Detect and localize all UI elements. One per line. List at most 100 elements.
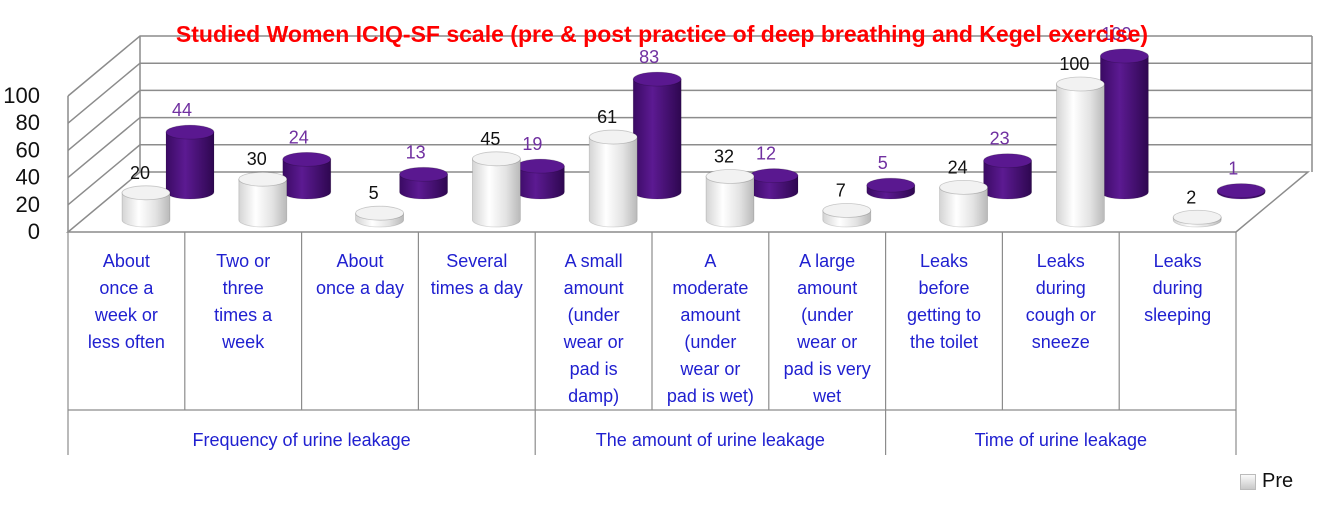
bar-post-body bbox=[632, 78, 682, 200]
x-tick-label-line: About bbox=[336, 251, 384, 271]
y-tick-label: 20 bbox=[16, 192, 40, 217]
x-group-label: Frequency of urine leakage bbox=[192, 430, 411, 450]
data-label-post: 5 bbox=[878, 153, 888, 173]
bar-post-top bbox=[749, 168, 799, 184]
x-tick-label-line: wet bbox=[813, 386, 842, 406]
bar-pre-top bbox=[121, 185, 171, 201]
x-tick-label: Leaks during sleeping bbox=[1122, 248, 1234, 329]
bar-post bbox=[1216, 183, 1266, 200]
bar-pre-top bbox=[471, 151, 521, 167]
bar-post-top bbox=[516, 158, 565, 174]
x-tick-label-line: less often bbox=[87, 332, 165, 352]
data-label-post: 83 bbox=[639, 47, 659, 67]
x-tick-label: Two or three times a week bbox=[187, 248, 299, 356]
data-label-pre: 45 bbox=[480, 129, 500, 149]
bar-pre-top bbox=[1056, 76, 1105, 92]
bar-post-top bbox=[1100, 48, 1149, 64]
x-group-label: Time of urine leakage bbox=[974, 430, 1147, 450]
x-tick-label-line: times a day bbox=[430, 278, 523, 298]
x-tick-label-line: damp) bbox=[568, 386, 620, 406]
bar-pre-top bbox=[588, 129, 638, 145]
x-tick-label-line: Several bbox=[446, 251, 508, 271]
legend: Pre bbox=[1240, 470, 1293, 493]
y-tick-label: 40 bbox=[16, 165, 40, 190]
x-tick-label-line: (under bbox=[684, 332, 737, 352]
bar-pre-body bbox=[121, 192, 171, 228]
bar-pre-body bbox=[588, 136, 638, 228]
bar-post-top bbox=[632, 71, 682, 87]
bar-post-body bbox=[165, 131, 215, 200]
chart-title: Studied Women ICIQ-SF scale (pre & post … bbox=[176, 21, 1148, 47]
bar-pre bbox=[1056, 76, 1105, 228]
x-tick-label-line: Leaks bbox=[1036, 251, 1085, 271]
bar-pre-body bbox=[472, 158, 521, 228]
bar-pre bbox=[588, 129, 638, 228]
legend-swatch-pre bbox=[1240, 473, 1256, 490]
x-tick-label-line: (under bbox=[567, 305, 620, 325]
bar-post bbox=[165, 124, 215, 200]
x-tick-label-line: once a day bbox=[315, 278, 405, 298]
bar-post bbox=[399, 166, 449, 200]
x-tick-label-line: moderate bbox=[672, 278, 749, 298]
data-label-pre: 30 bbox=[247, 149, 267, 169]
x-tick-label-line: A bbox=[704, 251, 717, 271]
x-tick-label-line: getting to bbox=[906, 305, 982, 325]
bar-pre-top bbox=[355, 205, 405, 221]
data-label-post: 12 bbox=[756, 144, 776, 164]
x-tick-label-line: cough or bbox=[1025, 305, 1096, 325]
bar-post bbox=[983, 153, 1032, 200]
bar-pre-body bbox=[1056, 83, 1105, 228]
bar-pre-top bbox=[939, 179, 988, 195]
bar-post-top bbox=[399, 166, 449, 182]
x-tick-label: Leaks during cough or sneeze bbox=[1005, 248, 1117, 356]
x-tick-label-line: during bbox=[1152, 278, 1203, 298]
bar-post-top bbox=[165, 124, 215, 140]
x-tick-label: About once a week or less often bbox=[70, 248, 182, 356]
x-tick-label-line: sleeping bbox=[1144, 305, 1212, 325]
x-tick-label-line: pad is wet) bbox=[666, 386, 754, 406]
y-tick-label: 100 bbox=[3, 83, 40, 108]
x-tick-label-line: Leaks bbox=[919, 251, 969, 271]
x-tick-label-line: Leaks bbox=[1153, 251, 1202, 271]
bar-post bbox=[866, 177, 916, 200]
x-tick-label: About once a day bbox=[304, 248, 416, 302]
x-tick-label-line: during bbox=[1035, 278, 1086, 298]
gridlines bbox=[67, 35, 1313, 206]
bar-post-body bbox=[399, 173, 448, 200]
bar-pre bbox=[471, 151, 521, 228]
x-tick-label-line: sneeze bbox=[1031, 332, 1090, 352]
data-label-pre: 2 bbox=[1186, 187, 1196, 207]
bar-pre-body bbox=[238, 178, 288, 228]
x-group-label: The amount of urine leakage bbox=[595, 430, 825, 450]
data-label-post: 23 bbox=[990, 129, 1010, 149]
data-label-pre: 5 bbox=[369, 183, 379, 203]
x-tick-label: Several times a day bbox=[421, 248, 533, 302]
data-label-post: 13 bbox=[406, 142, 426, 162]
legend-label-pre: Pre bbox=[1262, 470, 1294, 492]
bar-pre bbox=[1172, 209, 1222, 228]
y-tick-label: 60 bbox=[16, 137, 40, 162]
bar-pre-body bbox=[705, 176, 755, 228]
x-tick-label-line: amount bbox=[797, 278, 858, 298]
bar-pre-top bbox=[822, 203, 872, 218]
bar-pre-top bbox=[705, 169, 755, 184]
x-tick-label-line: pad is bbox=[569, 359, 618, 379]
x-tick-label-line: wear or bbox=[680, 359, 741, 379]
data-label-pre: 61 bbox=[597, 107, 617, 127]
y-tick-label: 80 bbox=[16, 110, 40, 135]
x-tick-label-line: before bbox=[918, 278, 970, 298]
bar-pre bbox=[355, 205, 405, 228]
x-tick-label-line: week bbox=[222, 332, 265, 352]
x-tick-label-line: amount bbox=[563, 278, 624, 298]
bar-pre-top bbox=[238, 171, 288, 187]
bar-post-body bbox=[1100, 55, 1149, 200]
data-label-pre: 24 bbox=[948, 157, 968, 177]
data-label-post: 100 bbox=[1101, 24, 1131, 44]
x-tick-label-line: times a bbox=[214, 305, 273, 325]
data-label-post: 19 bbox=[522, 134, 542, 154]
data-label-pre: 32 bbox=[714, 146, 734, 166]
bar-post bbox=[282, 151, 332, 200]
bar-post bbox=[632, 71, 682, 200]
data-label-post: 1 bbox=[1228, 159, 1238, 179]
